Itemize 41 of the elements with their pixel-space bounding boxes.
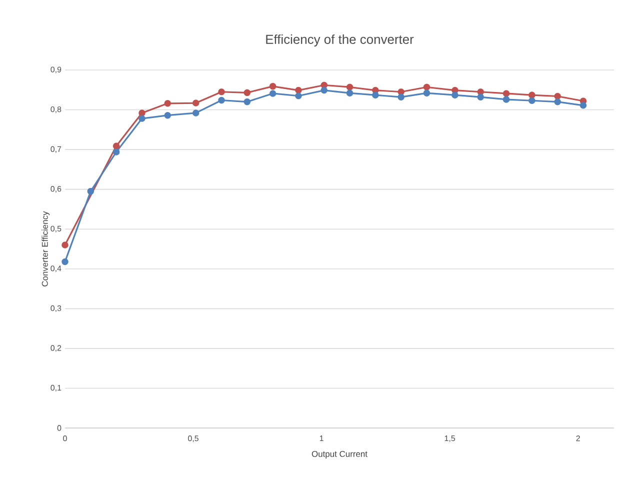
point bbox=[269, 90, 276, 97]
point bbox=[528, 92, 536, 98]
point bbox=[218, 96, 225, 104]
point bbox=[320, 82, 328, 89]
point bbox=[398, 94, 404, 100]
point bbox=[138, 115, 146, 122]
point bbox=[580, 102, 587, 109]
point bbox=[244, 98, 251, 106]
chart-title: Efficiency of the converter bbox=[266, 34, 414, 47]
point bbox=[62, 258, 68, 266]
point bbox=[346, 84, 354, 90]
point bbox=[528, 97, 536, 104]
point bbox=[452, 92, 458, 98]
point bbox=[372, 92, 379, 98]
y-axis-title: Converter Efficiency bbox=[42, 211, 50, 286]
point bbox=[138, 110, 146, 116]
point bbox=[192, 110, 200, 116]
point bbox=[477, 88, 484, 96]
point bbox=[423, 90, 430, 96]
point bbox=[192, 100, 200, 106]
point bbox=[164, 112, 172, 119]
point bbox=[346, 90, 354, 96]
point bbox=[554, 98, 561, 106]
point bbox=[164, 100, 172, 107]
point bbox=[295, 92, 302, 100]
x-axis-title: Output Current bbox=[312, 450, 368, 459]
point bbox=[502, 90, 510, 97]
point bbox=[87, 188, 94, 195]
point bbox=[320, 86, 328, 94]
point bbox=[477, 94, 484, 100]
point bbox=[502, 96, 510, 103]
point bbox=[554, 92, 561, 100]
point bbox=[295, 86, 302, 94]
point bbox=[244, 89, 251, 96]
point bbox=[112, 142, 120, 150]
point bbox=[398, 88, 404, 96]
point bbox=[423, 84, 430, 90]
point bbox=[112, 148, 120, 156]
point bbox=[62, 242, 68, 248]
point bbox=[269, 82, 276, 90]
point bbox=[218, 88, 225, 96]
